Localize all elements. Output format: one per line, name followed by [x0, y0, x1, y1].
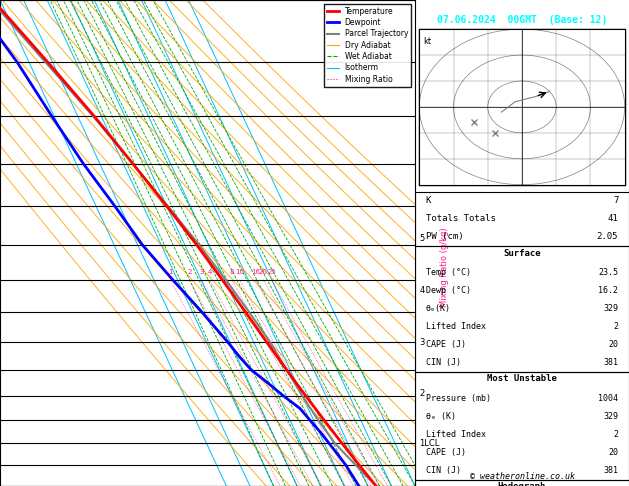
Text: Lifted Index: Lifted Index — [426, 430, 486, 439]
Text: Most Unstable: Most Unstable — [487, 375, 557, 383]
Text: Hodograph: Hodograph — [498, 483, 546, 486]
Text: K: K — [426, 196, 431, 206]
Text: 2: 2 — [419, 389, 425, 398]
Text: 16.2: 16.2 — [598, 286, 618, 295]
Text: 07.06.2024  00GMT  (Base: 12): 07.06.2024 00GMT (Base: 12) — [437, 15, 607, 25]
Text: 2: 2 — [613, 322, 618, 331]
Text: 1004: 1004 — [598, 394, 618, 403]
Bar — [415, 192, 629, 246]
Bar — [415, 246, 629, 372]
Text: 4: 4 — [419, 286, 425, 295]
Bar — [415, 480, 629, 486]
Text: 329: 329 — [603, 304, 618, 313]
Text: 4: 4 — [208, 269, 212, 275]
Text: 1: 1 — [168, 269, 172, 275]
Text: θₑ(K): θₑ(K) — [426, 304, 451, 313]
Text: CAPE (J): CAPE (J) — [426, 448, 465, 457]
Text: 1LCL: 1LCL — [419, 439, 440, 448]
Text: 2: 2 — [613, 430, 618, 439]
Legend: Temperature, Dewpoint, Parcel Trajectory, Dry Adiabat, Wet Adiabat, Isotherm, Mi: Temperature, Dewpoint, Parcel Trajectory… — [324, 4, 411, 87]
Text: 381: 381 — [603, 466, 618, 475]
Text: © weatheronline.co.uk: © weatheronline.co.uk — [469, 472, 574, 481]
Text: 20: 20 — [608, 340, 618, 349]
Text: 20: 20 — [608, 448, 618, 457]
Bar — [415, 372, 629, 480]
Text: 3: 3 — [419, 338, 425, 347]
Text: 10: 10 — [235, 269, 244, 275]
Text: 25: 25 — [267, 269, 276, 275]
Text: Totals Totals: Totals Totals — [426, 214, 496, 224]
Text: Lifted Index: Lifted Index — [426, 322, 486, 331]
Text: Dewp (°C): Dewp (°C) — [426, 286, 470, 295]
Text: CAPE (J): CAPE (J) — [426, 340, 465, 349]
Text: 329: 329 — [603, 412, 618, 421]
Text: PW (cm): PW (cm) — [426, 232, 464, 242]
Text: 5: 5 — [419, 233, 425, 243]
Text: 2.05: 2.05 — [597, 232, 618, 242]
Text: 7: 7 — [613, 196, 618, 206]
Text: 8: 8 — [419, 65, 425, 73]
Bar — [420, 29, 625, 185]
Text: 6: 6 — [419, 178, 425, 188]
Text: 7: 7 — [419, 122, 425, 132]
Text: Mixing Ratio (g/kg): Mixing Ratio (g/kg) — [440, 227, 449, 307]
Text: Surface: Surface — [503, 249, 541, 258]
Text: 16: 16 — [251, 269, 260, 275]
Text: θₑ (K): θₑ (K) — [426, 412, 455, 421]
Text: 381: 381 — [603, 358, 618, 367]
Text: 3: 3 — [199, 269, 203, 275]
Text: CIN (J): CIN (J) — [426, 358, 460, 367]
Text: CIN (J): CIN (J) — [426, 466, 460, 475]
Text: 20: 20 — [259, 269, 268, 275]
Text: Pressure (mb): Pressure (mb) — [426, 394, 491, 403]
Text: 8: 8 — [230, 269, 234, 275]
Text: 2: 2 — [187, 269, 192, 275]
Text: 23.5: 23.5 — [598, 268, 618, 278]
Text: Temp (°C): Temp (°C) — [426, 268, 470, 278]
Text: 41: 41 — [608, 214, 618, 224]
